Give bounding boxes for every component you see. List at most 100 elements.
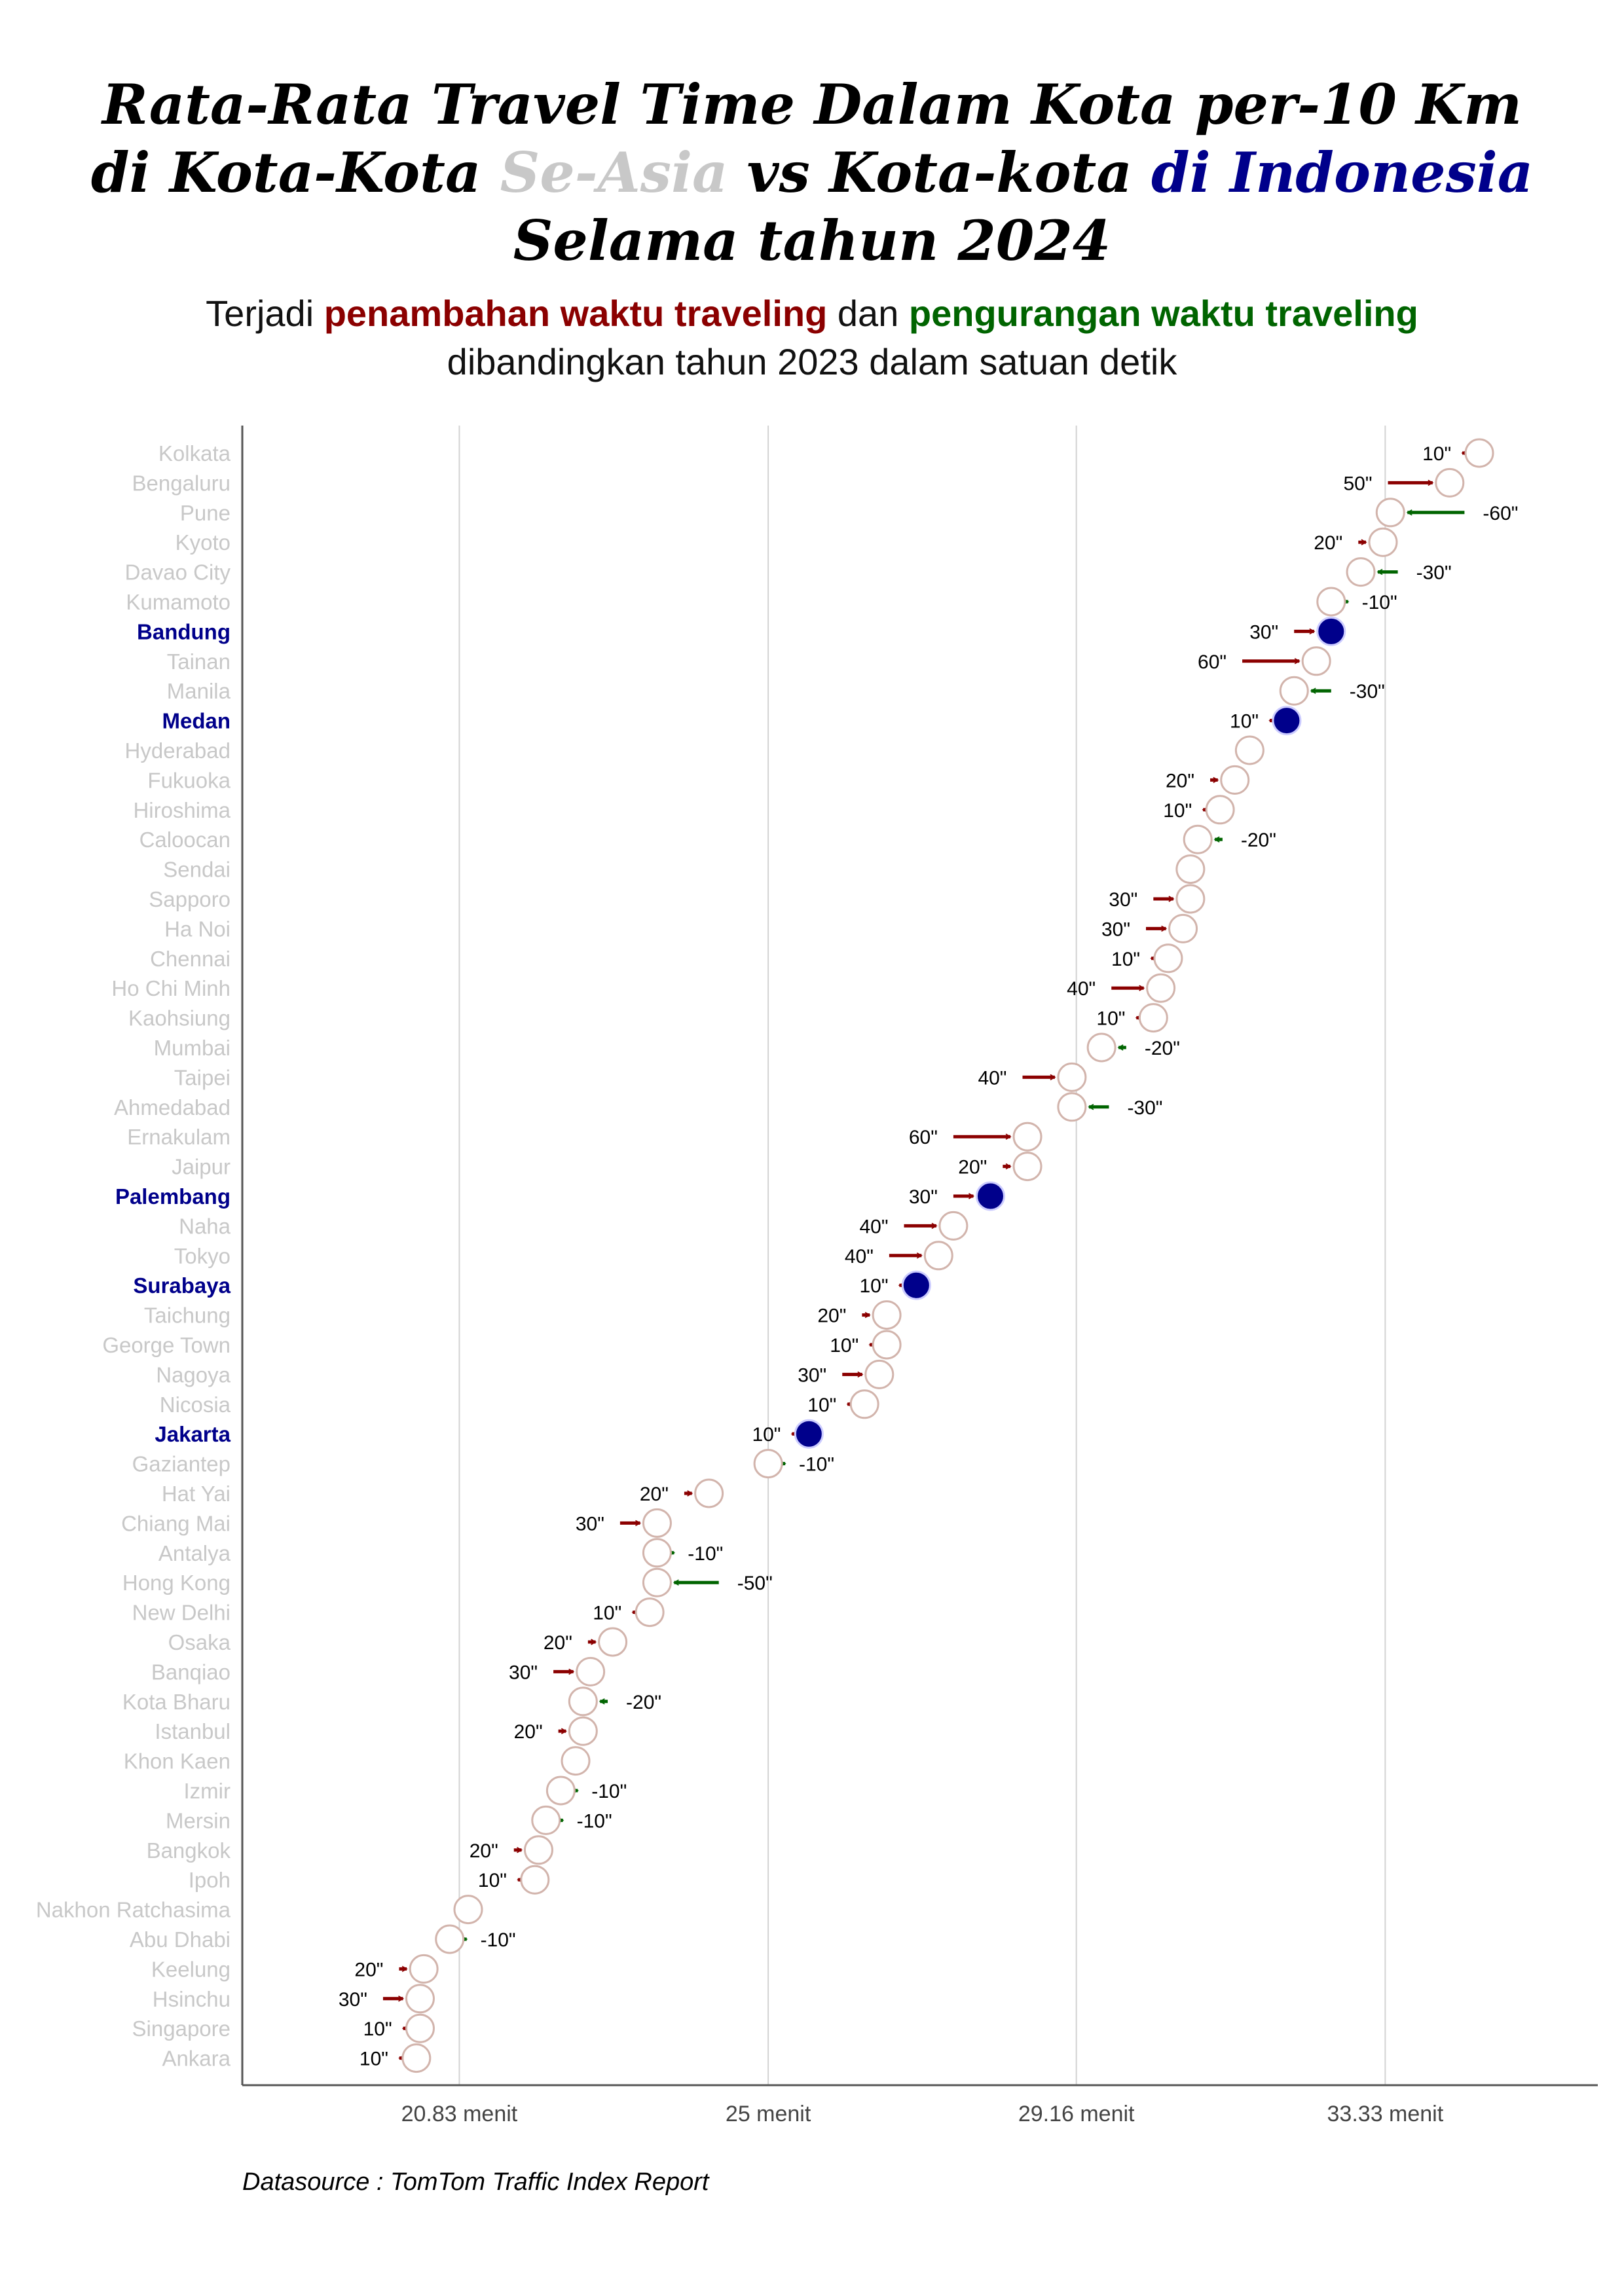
title-indonesia-highlight: di Indonesia (1151, 140, 1534, 205)
change-label: 10" (360, 2049, 388, 2070)
city-label: Hsinchu (153, 1987, 231, 2011)
change-label: 10" (593, 1603, 621, 1624)
value-dot (523, 1835, 553, 1865)
value-dot (1220, 765, 1250, 795)
change-label: 20" (817, 1305, 846, 1327)
value-dot (938, 1211, 969, 1241)
change-label: 40" (845, 1246, 874, 1267)
value-dot (531, 1805, 561, 1835)
chart-title: Rata-Rata Travel Time Dalam Kota per-10 … (0, 71, 1624, 275)
value-dot (694, 1478, 724, 1508)
city-label: Manila (167, 679, 231, 703)
change-label: -30" (1127, 1097, 1162, 1119)
city-label: Sapporo (149, 887, 231, 911)
value-dot (1279, 676, 1309, 706)
city-label: Keelung (151, 1957, 231, 1981)
city-label: Nakhon Ratchasima (36, 1898, 231, 1922)
change-label: -50" (737, 1573, 773, 1594)
x-tick-label: 20.83 menit (401, 2102, 518, 2126)
city-label: Chiang Mai (121, 1511, 231, 1535)
city-label: Naha (179, 1214, 231, 1238)
value-dot (1138, 1003, 1168, 1033)
change-label: 40" (1067, 978, 1096, 1000)
value-dot (1368, 527, 1398, 557)
subtitle-line-2: dibandingkan tahun 2023 dalam satuan det… (447, 341, 1177, 382)
value-dot (975, 1181, 1005, 1211)
value-dot (1375, 498, 1405, 528)
city-label: Bangkok (147, 1838, 231, 1863)
city-label: Izmir (184, 1779, 231, 1803)
change-label: 10" (1422, 443, 1451, 465)
subtitle-part-a: Terjadi (206, 293, 324, 334)
city-label: New Delhi (132, 1601, 231, 1625)
city-label: Surabaya (133, 1273, 231, 1298)
value-dot (642, 1567, 672, 1597)
city-label: Antalya (158, 1541, 231, 1565)
city-labels: Kolkata Bengaluru Pune Kyoto Davao City Kumam… (36, 441, 231, 2071)
value-dot (568, 1686, 598, 1717)
change-label: 40" (859, 1216, 888, 1237)
change-label: 30" (1101, 919, 1130, 940)
value-dot (1175, 884, 1206, 914)
city-label: Taichung (144, 1303, 231, 1328)
value-dot (1168, 913, 1198, 943)
value-dot (1464, 438, 1494, 468)
value-dot (561, 1746, 591, 1776)
value-dot (1316, 616, 1346, 646)
value-dot (872, 1330, 902, 1360)
change-label: -20" (1241, 829, 1276, 851)
city-label: Pune (180, 501, 231, 525)
city-label: Palembang (115, 1184, 231, 1209)
subtitle-part-c: dan (827, 293, 909, 334)
city-label: Hiroshima (133, 798, 231, 822)
change-label: 10" (1111, 949, 1140, 970)
city-label: Kumamoto (126, 590, 231, 614)
title-line-3: Selama tahun 2024 (513, 208, 1111, 273)
title-line-2: di Kota-Kota Se-Asia vs Kota-kota di Ind… (0, 139, 1624, 207)
city-label: Medan (162, 709, 231, 733)
value-dot (1301, 646, 1331, 676)
change-labels: 10" 50" -60" 20" -30" -10" 30" 60" -30" 10" 20" 10"… (339, 443, 1519, 2070)
city-label: Caloocan (139, 828, 231, 852)
city-label: Ahmedabad (114, 1095, 231, 1120)
value-dot (1153, 943, 1183, 974)
city-label: Mumbai (154, 1036, 231, 1060)
change-label: 10" (363, 2018, 392, 2040)
value-dot (794, 1419, 824, 1449)
value-dot (1175, 854, 1206, 884)
value-dot (405, 2013, 435, 2043)
city-label: Kaohsiung (128, 1006, 231, 1030)
change-label: 60" (909, 1127, 938, 1148)
chart-subtitle: Terjadi penambahan waktu traveling dan p… (0, 289, 1624, 386)
value-dot (1057, 1092, 1087, 1122)
axes (241, 426, 1598, 2086)
value-dot (1146, 973, 1176, 1003)
city-label: Nicosia (160, 1393, 231, 1417)
subtitle-increase-highlight: penambahan waktu traveling (323, 293, 828, 334)
city-label: Ho Chi Minh (111, 976, 231, 1000)
city-label: Sendai (163, 858, 231, 882)
change-label: 20" (470, 1840, 498, 1862)
title-part-c: vs Kota-kota (728, 140, 1152, 205)
value-dot (635, 1597, 665, 1628)
value-dot (849, 1389, 879, 1419)
value-dot (453, 1895, 483, 1925)
city-label: Khon Kaen (124, 1749, 231, 1774)
change-label: -10" (799, 1454, 834, 1476)
x-tick-label: 33.33 menit (1327, 2102, 1444, 2126)
city-label: Abu Dhabi (130, 1927, 231, 1952)
city-label: Davao City (125, 560, 231, 585)
value-dot (1086, 1032, 1116, 1063)
value-dot (405, 1984, 435, 2014)
city-label: Chennai (150, 947, 231, 971)
change-label: 30" (1249, 621, 1278, 643)
city-label: Kota Bharu (122, 1690, 231, 1714)
city-label: Ankara (162, 2047, 231, 2071)
value-dot (642, 1538, 672, 1568)
change-label: 30" (1109, 889, 1137, 911)
city-label: Mersin (166, 1808, 231, 1832)
city-label: Jakarta (155, 1422, 231, 1446)
city-label: George Town (102, 1333, 231, 1357)
city-label: Osaka (168, 1630, 231, 1654)
value-dot (1435, 467, 1465, 498)
